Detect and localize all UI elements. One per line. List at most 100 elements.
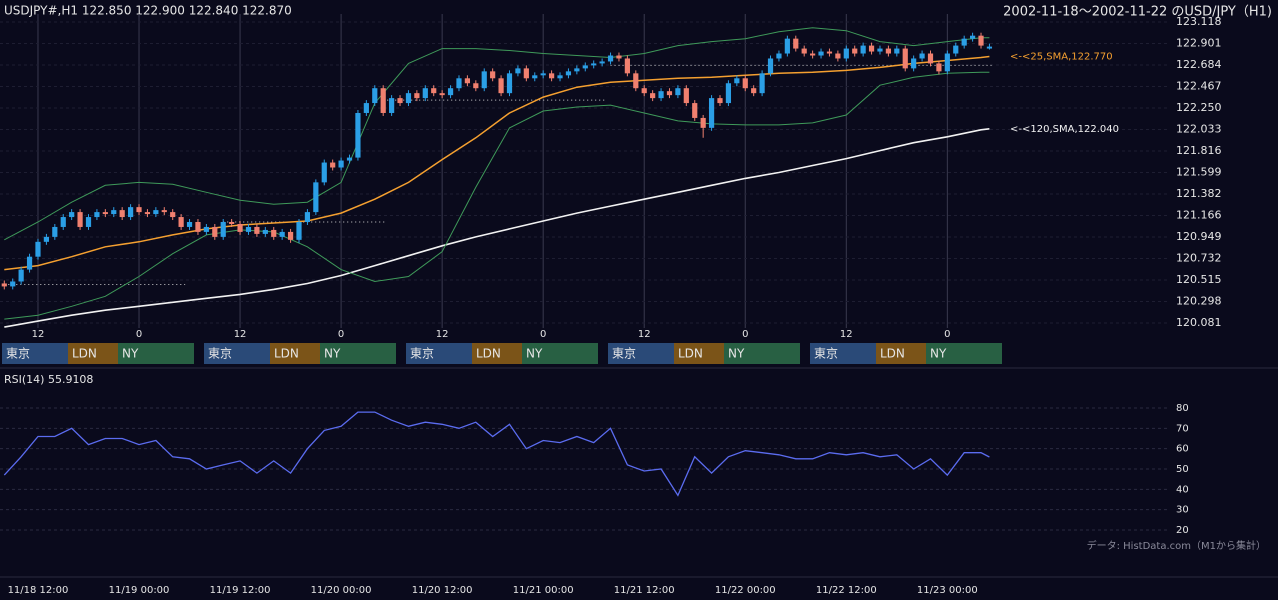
session-block xyxy=(810,343,876,364)
y-tick-label: 121.382 xyxy=(1176,187,1222,200)
candle-body xyxy=(119,210,125,218)
candle-body xyxy=(599,61,605,64)
candle-body xyxy=(69,212,75,218)
x-tick-label: 11/19 12:00 xyxy=(210,585,271,596)
candle-body xyxy=(363,103,369,113)
candle-body xyxy=(296,222,302,240)
x-tick-label: 0 xyxy=(742,329,748,340)
candle-body xyxy=(212,226,218,237)
candle-body xyxy=(852,48,858,54)
candle-body xyxy=(523,68,529,79)
x-tick-label: 11/18 12:00 xyxy=(8,585,69,596)
y-tick-label: 122.467 xyxy=(1176,80,1222,93)
y-tick-label: 70 xyxy=(1176,423,1189,434)
candle-body xyxy=(868,45,875,52)
x-tick-label: 11/22 12:00 xyxy=(816,585,877,596)
session-block xyxy=(926,343,1002,364)
y-tick-label: 30 xyxy=(1176,505,1189,516)
candle-body xyxy=(490,71,496,79)
candle-body xyxy=(843,48,849,59)
candle-body xyxy=(877,48,883,52)
candle-body xyxy=(607,55,614,62)
session-block xyxy=(522,343,598,364)
chart-title: 2002-11-18〜2002-11-22 のUSD/JPY（H1) xyxy=(1003,5,1272,20)
candle-body xyxy=(102,212,108,215)
session-label: 東京 xyxy=(410,347,434,361)
x-tick-label: 0 xyxy=(540,329,546,340)
candle-body xyxy=(85,217,92,227)
candle-body xyxy=(372,88,378,104)
candle-body xyxy=(77,212,83,227)
candle-body xyxy=(397,98,403,104)
candle-body xyxy=(389,98,395,113)
candle-body xyxy=(591,63,597,66)
candle-body xyxy=(734,78,740,84)
candle-body xyxy=(970,35,976,39)
candle-body xyxy=(986,46,993,49)
header: USDJPY#,H1 122.850 122.900 122.840 122.8… xyxy=(4,4,292,18)
session-block xyxy=(68,343,118,364)
rsi-line xyxy=(3,411,990,497)
y-tick-label: 122.033 xyxy=(1176,123,1222,136)
candle-body xyxy=(153,210,159,215)
candle-body xyxy=(287,231,294,240)
candle-body xyxy=(961,38,967,46)
candle-body xyxy=(936,63,942,72)
candle-body xyxy=(532,75,538,79)
session-block xyxy=(724,343,800,364)
y-tick-label: 60 xyxy=(1176,444,1189,455)
candle-body xyxy=(10,281,16,287)
candle-body xyxy=(321,162,327,183)
candle-body xyxy=(355,112,361,158)
indicator-line xyxy=(4,55,990,271)
candle-body xyxy=(271,229,277,237)
session-label: LDN xyxy=(274,347,299,361)
candle-body xyxy=(338,160,344,168)
candle-body xyxy=(793,38,799,49)
y-tick-label: 40 xyxy=(1176,484,1189,495)
candle-body xyxy=(52,226,58,237)
candle-body xyxy=(810,53,816,56)
session-label: 東京 xyxy=(208,347,232,361)
x-tick-label: 11/20 00:00 xyxy=(311,585,372,596)
candle-body xyxy=(237,223,243,232)
candle-body xyxy=(170,212,176,218)
session-block xyxy=(472,343,522,364)
candle-body xyxy=(481,71,487,89)
candle-body xyxy=(431,88,437,94)
candle-body xyxy=(330,162,336,168)
candle-body xyxy=(203,226,209,232)
candle-body xyxy=(700,117,706,128)
y-tick-label: 50 xyxy=(1176,464,1189,475)
candle-body xyxy=(43,236,49,242)
x-tick-label: 12 xyxy=(234,329,247,340)
x-tick-label: 12 xyxy=(638,329,651,340)
x-tick-label: 0 xyxy=(136,329,142,340)
candle-body xyxy=(944,53,950,72)
candle-body xyxy=(742,78,748,89)
x-tick-label: 0 xyxy=(338,329,344,340)
y-tick-label: 120.081 xyxy=(1176,316,1222,329)
candle-body xyxy=(549,73,555,79)
candle-body xyxy=(498,78,504,94)
candle-body xyxy=(927,53,934,64)
session-label: NY xyxy=(930,347,947,361)
x-tick-label: 11/21 12:00 xyxy=(614,585,675,596)
candle-body xyxy=(978,35,984,46)
candle-body xyxy=(313,182,319,213)
session-label: NY xyxy=(122,347,139,361)
session-label: LDN xyxy=(880,347,905,361)
x-tick-label: 11/19 00:00 xyxy=(109,585,170,596)
session-label: LDN xyxy=(678,347,703,361)
session-label: NY xyxy=(728,347,745,361)
candle-body xyxy=(894,48,900,54)
source: データ: HistData.com（M1から集計） xyxy=(1087,539,1266,552)
candle-body xyxy=(128,207,134,218)
candle-body xyxy=(633,73,639,89)
candle-body xyxy=(161,210,167,213)
session-label: LDN xyxy=(476,347,501,361)
candle-body xyxy=(784,38,790,54)
candle-body xyxy=(447,88,454,96)
candle-body xyxy=(776,53,782,59)
candle-body xyxy=(515,68,521,74)
